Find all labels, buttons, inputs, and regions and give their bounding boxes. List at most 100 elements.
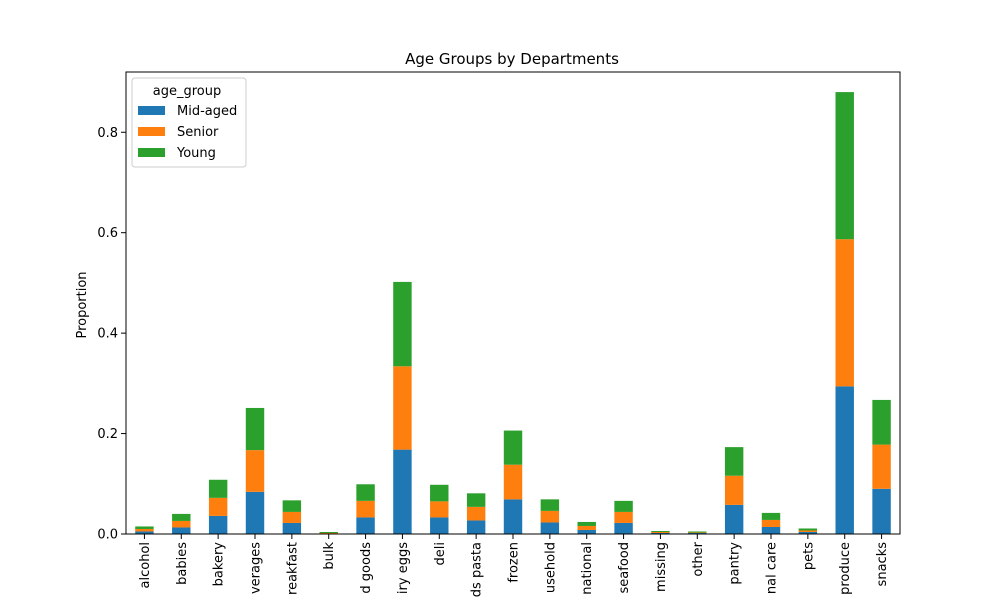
bar-senior-bakery [208, 497, 228, 516]
bar-young-deli [430, 484, 449, 502]
legend-swatch-mid-aged [138, 106, 165, 115]
bar-young-snacks [872, 399, 891, 445]
bar-mid-aged-canned-goods [356, 517, 375, 534]
x-tick-label: other [691, 541, 706, 576]
bar-senior-frozen [503, 464, 523, 500]
bar-senior-international [577, 525, 596, 530]
x-axis: alcohol babies bakery verages reakfast bulk d … [138, 534, 890, 597]
bar-mid-aged-international [577, 529, 596, 534]
x-tick-label: bulk [322, 542, 337, 570]
bar-senior-beverages [245, 450, 265, 492]
bar-young-personal-care [761, 512, 781, 520]
legend-label-mid-aged: Mid-aged [177, 104, 237, 119]
bar-senior-pets [798, 530, 818, 532]
x-tick-label: missing [654, 542, 669, 592]
legend-label-young: Young [176, 146, 216, 161]
bar-mid-aged-snacks [872, 488, 891, 534]
bar-mid-aged-dry-goods-pasta [466, 520, 486, 534]
bar-mid-aged-personal-care [761, 526, 781, 534]
bar-senior-snacks [872, 444, 891, 489]
y-tick-label: 0.6 [97, 226, 118, 241]
y-tick-label: 0.8 [97, 126, 118, 141]
bar-mid-aged-frozen [503, 499, 523, 534]
x-tick-label: usehold [543, 542, 558, 593]
bar-young-dry-goods-pasta [466, 493, 486, 507]
bar-young-breakfast [282, 500, 302, 512]
x-tick-label: bakery [212, 542, 227, 587]
x-tick-label: national [580, 542, 595, 595]
bar-mid-aged-pantry [724, 504, 744, 534]
bar-young-household [540, 499, 560, 511]
x-tick-label: alcohol [138, 542, 153, 588]
bar-mid-aged-babies [172, 527, 191, 534]
bar-senior-pantry [724, 475, 744, 505]
bar-senior-household [540, 510, 560, 523]
legend-label-senior: Senior [177, 125, 219, 140]
legend-box [131, 77, 247, 168]
legend-swatch-young [138, 148, 165, 157]
x-tick-label: snacks [875, 542, 890, 587]
legend-title: age_group [153, 84, 221, 99]
y-axis: 0.0 0.2 0.4 0.6 0.8 [97, 126, 126, 543]
bar-young-international [577, 521, 596, 526]
bar-young-canned-goods [356, 484, 375, 501]
bar-mid-aged-household [540, 522, 560, 534]
x-tick-label: frozen [507, 542, 522, 583]
bar-young-bulk [319, 531, 338, 533]
bar-senior-canned-goods [356, 500, 375, 518]
bar-senior-babies [172, 520, 191, 528]
bar-mid-aged-breakfast [282, 522, 302, 534]
x-tick-label: iry eggs [396, 542, 411, 594]
y-tick-label: 0.4 [97, 327, 118, 342]
bar-mid-aged-bakery [208, 515, 228, 534]
x-tick-label: d goods [359, 542, 374, 594]
bar-senior-deli [430, 501, 449, 518]
bar-young-pets [798, 528, 818, 531]
bar-mid-aged-alcohol [135, 531, 154, 534]
bar-young-frozen [503, 430, 523, 465]
bar-senior-dairy-eggs [393, 366, 412, 450]
bar-mid-aged-deli [430, 517, 449, 534]
y-tick-label: 0.0 [97, 528, 118, 543]
bar-mid-aged-dairy-eggs [393, 449, 412, 534]
x-tick-label: seafood [617, 542, 632, 593]
x-tick-label: nal care [765, 542, 780, 594]
bar-young-other [688, 531, 707, 533]
legend-swatch-senior [138, 127, 165, 136]
bar-young-alcohol [135, 526, 154, 529]
bar-senior-alcohol [135, 528, 154, 532]
bars-layer [135, 92, 891, 534]
bar-senior-missing [651, 531, 670, 533]
bar-senior-personal-care [761, 519, 781, 527]
bar-young-produce [835, 92, 854, 240]
bar-senior-produce [835, 239, 854, 387]
bar-young-dairy-eggs [393, 281, 412, 367]
x-tick-label: ds pasta [470, 542, 485, 597]
y-axis-label: Proportion [75, 271, 90, 338]
y-tick-label: 0.2 [97, 427, 118, 442]
bar-senior-dry-goods-pasta [466, 506, 486, 521]
bar-young-babies [172, 513, 191, 521]
bar-young-bakery [208, 479, 228, 498]
bar-young-meat-seafood [614, 500, 633, 512]
bar-mid-aged-meat-seafood [614, 522, 633, 534]
x-tick-label: pantry [728, 542, 743, 585]
bar-mid-aged-produce [835, 386, 854, 534]
bar-senior-meat-seafood [614, 511, 633, 523]
bar-senior-breakfast [282, 511, 302, 523]
bar-young-pantry [724, 447, 744, 476]
chart-title: Age Groups by Departments [405, 50, 619, 68]
bar-young-beverages [245, 407, 265, 451]
bar-mid-aged-beverages [245, 491, 265, 534]
bar-senior-other [688, 532, 707, 533]
x-tick-label: pets [801, 542, 816, 570]
bar-young-missing [651, 530, 670, 532]
x-tick-label: reakfast [285, 542, 300, 595]
legend: age_group Mid-aged Senior Young [131, 77, 247, 168]
x-tick-label: verages [249, 542, 264, 594]
x-tick-label: babies [175, 542, 190, 585]
bar-senior-bulk [319, 533, 338, 534]
x-tick-label: deli [433, 542, 448, 565]
bar-mid-aged-pets [798, 531, 818, 534]
